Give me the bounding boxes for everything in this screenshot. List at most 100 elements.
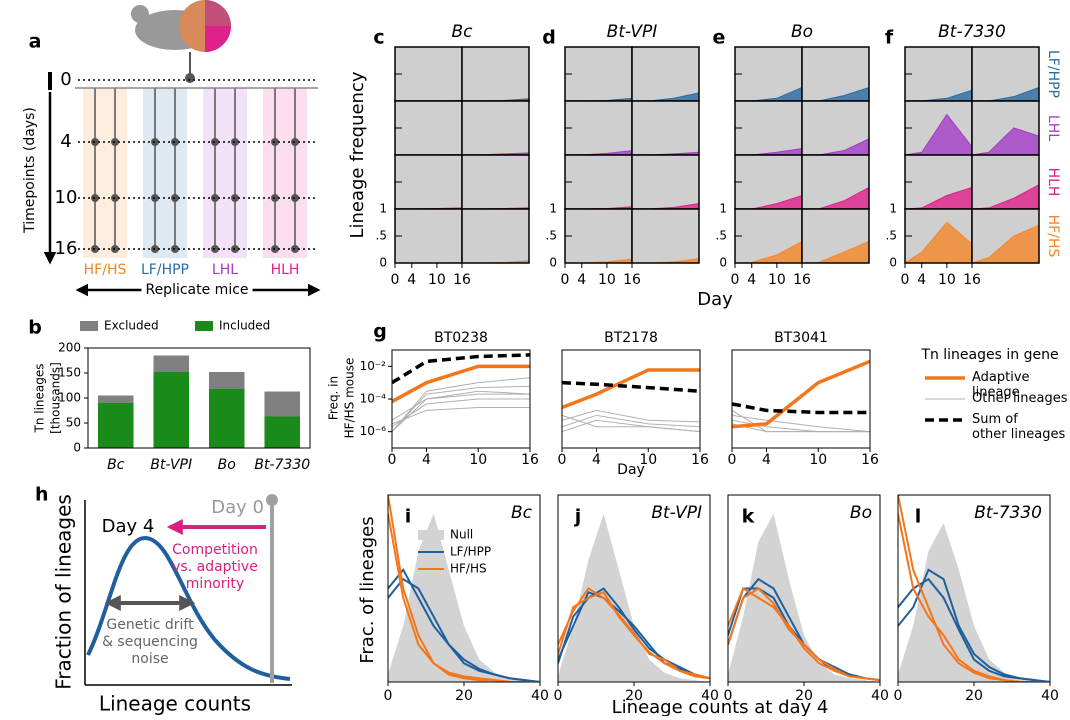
panel-title: BT0238 bbox=[434, 330, 488, 346]
cell-bg bbox=[462, 47, 529, 101]
bar-segment bbox=[153, 355, 190, 372]
day0-label: Day 0 bbox=[211, 497, 264, 518]
y-tick-label: 0 bbox=[889, 256, 897, 270]
bar-segment bbox=[97, 403, 134, 448]
panel-title: Bt-7330 bbox=[974, 503, 1042, 523]
panel-label: f bbox=[885, 27, 894, 49]
legend-swatch bbox=[195, 321, 213, 331]
x-tick-label: 10 bbox=[639, 452, 657, 468]
group-band bbox=[83, 88, 127, 258]
panel-title: Bt-VPI bbox=[651, 503, 702, 523]
other-lineage bbox=[392, 390, 530, 421]
y-axis-label: Tn lineages bbox=[33, 363, 47, 433]
x-tick-label: 10 bbox=[938, 272, 956, 288]
cell-bg bbox=[462, 101, 529, 155]
plot-frame bbox=[87, 347, 311, 449]
x-tick-label: 16 bbox=[691, 452, 709, 468]
x-tick-label: 10 bbox=[428, 272, 446, 288]
panel-title: Bt-7330 bbox=[938, 22, 1006, 42]
x-tick-label: Bo bbox=[218, 457, 236, 473]
y-axis-label: Fraction of lineages bbox=[52, 494, 76, 690]
y-tick-label: 10⁻⁴ bbox=[360, 392, 387, 406]
x-tick-label: 0 bbox=[561, 272, 570, 288]
panel-label: j bbox=[574, 506, 582, 528]
cell-bg bbox=[395, 101, 462, 155]
y-tick-label: 200 bbox=[58, 341, 81, 355]
adaptive-line bbox=[392, 364, 530, 404]
bar-segment bbox=[208, 372, 245, 389]
sum-line bbox=[392, 353, 530, 385]
x-tick-label: 0 bbox=[388, 452, 397, 468]
plot-frame bbox=[561, 349, 701, 449]
cell-bg bbox=[395, 209, 462, 263]
null-area bbox=[898, 523, 1050, 682]
legend-label: Included bbox=[219, 319, 270, 333]
panel-label: k bbox=[742, 506, 755, 528]
y-tick-label: 10⁻² bbox=[360, 359, 387, 373]
cell-bg bbox=[632, 47, 699, 101]
group-label: LF/HPP bbox=[141, 262, 189, 278]
x-tick-label: 16 bbox=[963, 272, 981, 288]
y-tick-label: 150 bbox=[58, 366, 81, 380]
x-tick-label: 20 bbox=[965, 688, 983, 704]
cell-bg bbox=[735, 101, 802, 155]
x-axis-label: Day bbox=[617, 462, 645, 478]
cell-bg bbox=[565, 47, 632, 101]
adaptive-line bbox=[732, 359, 870, 429]
cell-frame bbox=[461, 208, 530, 264]
count-line bbox=[898, 495, 1050, 682]
x-tick-label: 40 bbox=[701, 688, 719, 704]
annotation: vs. adaptive bbox=[172, 559, 258, 575]
annotation: noise bbox=[131, 651, 168, 667]
panel-title: Bc bbox=[451, 22, 473, 42]
cell-frame bbox=[971, 208, 1040, 264]
legend-label: Excluded bbox=[104, 319, 159, 333]
count-line bbox=[388, 577, 540, 682]
count-line bbox=[558, 587, 710, 680]
sum-line bbox=[732, 402, 870, 415]
x-tick-label: 0 bbox=[384, 688, 393, 704]
y-tick-label: 1 bbox=[549, 202, 557, 216]
legend-label: HF/HS bbox=[450, 562, 487, 576]
timepoint-label: 4 bbox=[60, 131, 71, 152]
day4-label: Day 4 bbox=[102, 516, 155, 537]
legend-label: Adaptive lineage bbox=[972, 370, 1030, 400]
x-tick-label: 0 bbox=[894, 688, 903, 704]
count-line bbox=[898, 577, 1050, 682]
x-tick-label: 10 bbox=[768, 272, 786, 288]
cell-bg bbox=[905, 47, 972, 101]
x-tick-label: 4 bbox=[422, 452, 431, 468]
cell-bg bbox=[462, 155, 529, 209]
x-tick-label: 4 bbox=[747, 272, 756, 288]
row-label: HLH bbox=[1045, 168, 1061, 197]
group-label: HF/HS bbox=[84, 262, 127, 278]
adaptive-line bbox=[562, 368, 700, 410]
footer-label: Replicate mice bbox=[145, 282, 248, 298]
bar-segment bbox=[153, 372, 190, 448]
legend-swatch bbox=[418, 530, 444, 540]
bar-segment bbox=[208, 389, 245, 448]
x-tick-label: 16 bbox=[623, 272, 641, 288]
distribution-curve bbox=[86, 535, 291, 681]
panel-label: a bbox=[29, 31, 42, 53]
annotation: minority bbox=[186, 576, 244, 592]
cell-bg bbox=[632, 101, 699, 155]
legend-swatch bbox=[80, 321, 98, 331]
panel-label: d bbox=[542, 27, 556, 49]
x-axis-label: Lineage counts at day 4 bbox=[612, 697, 829, 716]
cell-bg bbox=[462, 209, 529, 263]
panel-label: g bbox=[373, 321, 387, 343]
annotation: Genetic drift bbox=[106, 617, 194, 633]
panel-title: Bo bbox=[791, 22, 813, 42]
x-tick-label: 16 bbox=[861, 452, 879, 468]
group-band bbox=[203, 88, 247, 258]
null-area bbox=[388, 513, 540, 682]
panel-label: b bbox=[28, 317, 42, 339]
group-band bbox=[263, 88, 307, 258]
x-tick-label: 20 bbox=[795, 688, 813, 704]
x-tick-label: 16 bbox=[793, 272, 811, 288]
other-lineage bbox=[562, 414, 700, 428]
x-tick-label: 40 bbox=[1041, 688, 1059, 704]
